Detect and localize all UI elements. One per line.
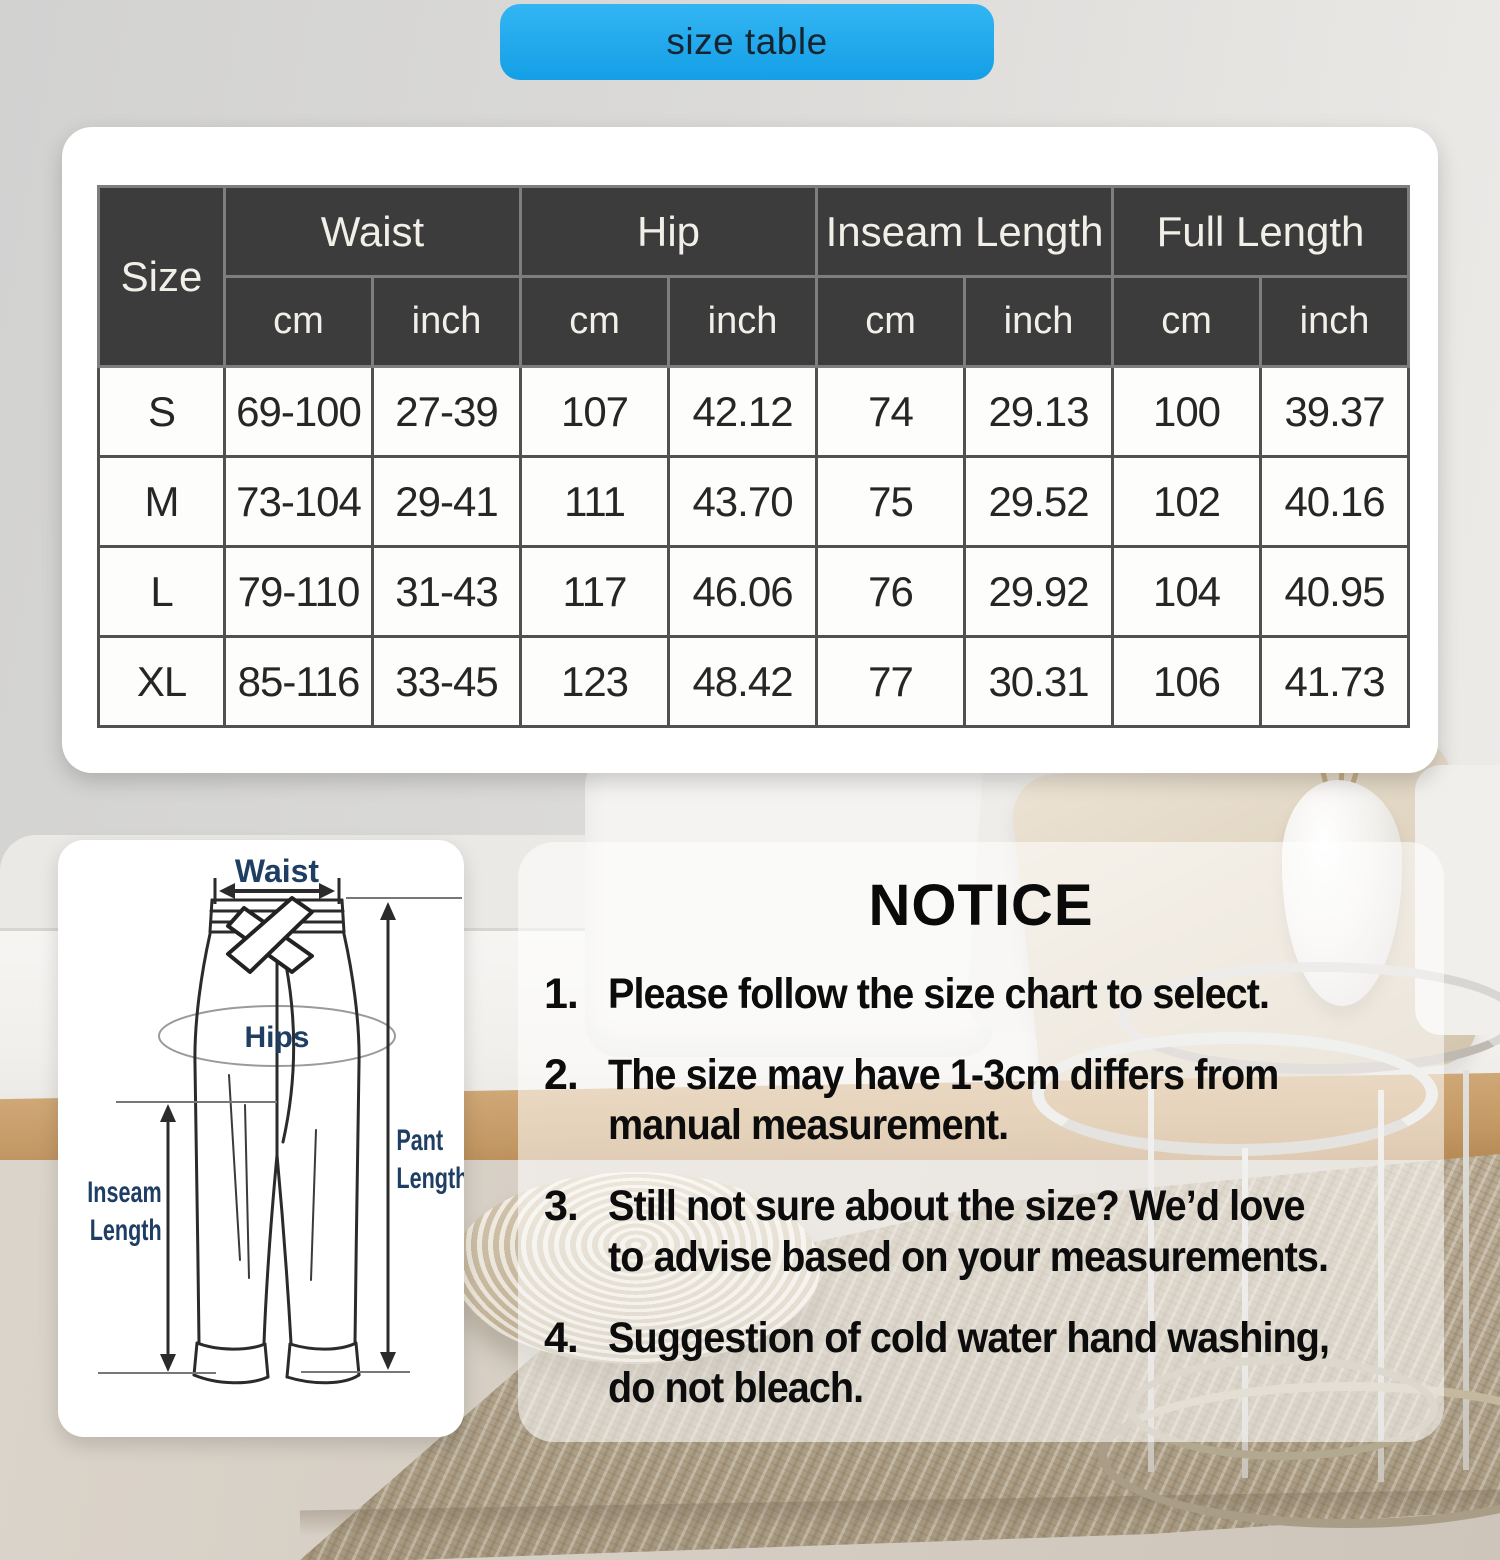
- svg-text:Length: Length: [396, 1160, 464, 1194]
- crease-lines: [228, 1074, 317, 1281]
- notice-item-number: 2.: [544, 1050, 579, 1099]
- notice-item: 3. Still not sure about the size? We’d l…: [544, 1181, 1418, 1282]
- table-row: S 69-100 27-39 107 42.12 74 29.13 100 39…: [97, 365, 1411, 458]
- table-cell: 76: [815, 545, 967, 638]
- table-cell: 85-116: [223, 635, 374, 728]
- svg-text:Inseam: Inseam: [87, 1174, 161, 1208]
- table-cell: 40.16: [1259, 455, 1411, 548]
- col-header-waist: Waist: [222, 185, 523, 278]
- table-cell: 106: [1111, 635, 1263, 728]
- size-cell: S: [97, 365, 226, 458]
- pant-length-label: Pant Length: [396, 1122, 464, 1194]
- table-cell: 27-39: [370, 365, 523, 458]
- table-cell: 111: [519, 455, 671, 548]
- table-cell: 42.12: [667, 365, 819, 458]
- table-cell: 48.42: [667, 635, 819, 728]
- table-cell: 29-41: [370, 455, 523, 548]
- table-cell: 102: [1111, 455, 1263, 548]
- table-cell: 123: [519, 635, 671, 728]
- col-header-inseam-length: Inseam Length: [815, 185, 1115, 278]
- notice-item-number: 1.: [544, 970, 579, 1018]
- pants-diagram: Waist Hips Pant Length Inseam Length: [87, 853, 464, 1385]
- table-cell: 69-100: [223, 365, 374, 458]
- table-cell: 30.31: [963, 635, 1115, 728]
- table-cell: 117: [519, 545, 671, 638]
- table-cell: 75: [815, 455, 967, 548]
- size-cell: XL: [97, 635, 226, 728]
- table-cell: 100: [1111, 365, 1263, 458]
- inseam-length-arrow: [98, 1101, 277, 1374]
- unit-header: inch: [667, 275, 819, 368]
- table-cell: 43.70: [667, 455, 819, 548]
- notice-item: 4. Suggestion of cold water hand washing…: [544, 1313, 1418, 1414]
- table-cell: 29.92: [963, 545, 1115, 638]
- notice-item-text: Please follow the size chart to select.: [608, 970, 1270, 1018]
- svg-text:Pant: Pant: [396, 1122, 443, 1156]
- unit-header: cm: [815, 275, 967, 368]
- waist-arrow: [213, 878, 341, 904]
- table-cell: 46.06: [667, 545, 819, 638]
- waist-label: Waist: [235, 853, 320, 889]
- unit-header: inch: [963, 275, 1115, 368]
- table-cell: 29.13: [963, 365, 1115, 458]
- notice-item-number: 4.: [544, 1313, 579, 1362]
- notice-item-text: do not bleach.: [608, 1364, 864, 1413]
- col-header-size: Size: [97, 185, 226, 368]
- drawstring-bow-icon: [226, 896, 314, 974]
- table-cell: 29.52: [963, 455, 1115, 548]
- pants-outline: [192, 898, 361, 1385]
- table-cell: 73-104: [223, 455, 374, 548]
- table-row: M 73-104 29-41 111 43.70 75 29.52 102 40…: [97, 455, 1411, 548]
- unit-header: inch: [1259, 275, 1411, 368]
- notice-item-text: Suggestion of cold water hand washing,: [608, 1313, 1330, 1362]
- table-cell: 39.37: [1259, 365, 1411, 458]
- notice-item: 1. Please follow the size chart to selec…: [544, 969, 1418, 1020]
- table-cell: 40.95: [1259, 545, 1411, 638]
- table-row: L 79-110 31-43 117 46.06 76 29.92 104 40…: [97, 545, 1411, 638]
- col-header-hip: Hip: [519, 185, 819, 278]
- size-cell: M: [97, 455, 226, 548]
- table-cell: 33-45: [370, 635, 523, 728]
- size-table-banner: size table: [500, 4, 994, 80]
- unit-header: cm: [519, 275, 671, 368]
- notice-item-number: 3.: [544, 1182, 579, 1231]
- notice-title: NOTICE: [868, 873, 1094, 938]
- notice-item-text: to advise based on your measurements.: [608, 1232, 1329, 1281]
- col-header-full-length: Full Length: [1111, 185, 1411, 278]
- svg-text:Length: Length: [90, 1212, 162, 1246]
- notice-item-text: The size may have 1-3cm differs from: [608, 1050, 1279, 1099]
- unit-header: cm: [1111, 275, 1263, 368]
- table-cell: 31-43: [370, 545, 523, 638]
- notice-item: 2. The size may have 1-3cm differs from …: [544, 1050, 1418, 1151]
- inseam-length-label: Inseam Length: [87, 1174, 161, 1246]
- pant-length-arrow: [301, 897, 462, 1373]
- measurement-diagram-card: Waist Hips Pant Length Inseam Length: [58, 840, 464, 1437]
- table-cell: 107: [519, 365, 671, 458]
- table-cell: 104: [1111, 545, 1263, 638]
- size-chart-table: Size Waist Hip Inseam Length Full Length…: [97, 185, 1411, 728]
- notice-panel: NOTICE 1. Please follow the size chart t…: [518, 842, 1444, 1442]
- notice-item-text: manual measurement.: [608, 1101, 1009, 1150]
- side-table-leg: [1463, 1070, 1469, 1470]
- size-table-banner-label: size table: [666, 21, 828, 62]
- table-cell: 77: [815, 635, 967, 728]
- table-cell: 79-110: [223, 545, 374, 638]
- size-chart-card: Size Waist Hip Inseam Length Full Length…: [62, 127, 1438, 773]
- notice-item-text: Still not sure about the size? We’d love: [608, 1182, 1306, 1231]
- table-row: XL 85-116 33-45 123 48.42 77 30.31 106 4…: [97, 635, 1411, 728]
- table-cell: 41.73: [1259, 635, 1411, 728]
- hips-label: Hips: [244, 1021, 309, 1054]
- table-cell: 74: [815, 365, 967, 458]
- unit-header: inch: [370, 275, 523, 368]
- size-cell: L: [97, 545, 226, 638]
- unit-header: cm: [223, 275, 374, 368]
